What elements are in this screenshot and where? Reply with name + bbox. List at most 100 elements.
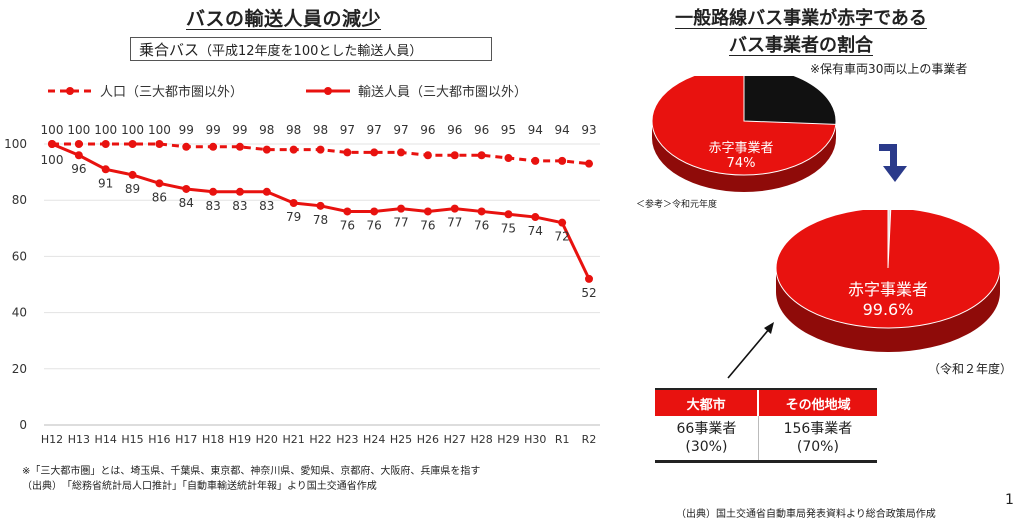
point-passengers xyxy=(262,187,271,196)
point-population xyxy=(343,148,352,157)
footnote-source: （出典） 「総務省統計局人口推計」「自動車輸送統計年報」より国土交通省作成 xyxy=(22,481,377,492)
x-tick-label: H30 xyxy=(524,433,546,446)
right-title-line2: バス事業者の割合 xyxy=(729,35,873,56)
data-label-passengers: 83 xyxy=(232,199,247,213)
y-tick-label: 80 xyxy=(12,193,27,207)
data-label-population: 97 xyxy=(367,123,382,137)
point-population xyxy=(128,140,137,148)
footnote-regions: ※「三大都市圏」とは、埼玉県、千葉県、東京都、神奈川県、愛知県、京都府、大阪府、… xyxy=(22,466,481,477)
data-label-population: 97 xyxy=(340,123,355,137)
pie-small-dark-slice xyxy=(743,76,837,125)
y-tick-label: 20 xyxy=(12,362,27,376)
point-population xyxy=(423,151,432,160)
point-population xyxy=(370,148,379,157)
point-passengers xyxy=(423,207,432,216)
point-population xyxy=(585,159,593,168)
data-label-passengers: 77 xyxy=(447,216,462,230)
data-label-passengers: 91 xyxy=(98,176,113,190)
data-label-population: 98 xyxy=(259,123,274,137)
data-label-population: 98 xyxy=(286,123,301,137)
point-passengers xyxy=(128,170,137,179)
data-label-population: 99 xyxy=(205,123,220,137)
data-label-passengers: 79 xyxy=(286,210,301,224)
point-passengers xyxy=(531,213,540,222)
data-label-passengers: 84 xyxy=(179,196,194,210)
data-label-population: 100 xyxy=(41,123,64,137)
y-tick-label: 0 xyxy=(19,418,27,432)
point-passengers xyxy=(74,151,83,160)
point-population xyxy=(182,142,191,151)
data-label-passengers: 76 xyxy=(474,218,489,232)
chart-axis-labels: 0 20 40 60 80 100 H12 H13 H14 H15 H16 H17 H18 H19 H20 H… xyxy=(4,137,596,446)
data-label-population: 96 xyxy=(420,123,435,137)
point-population xyxy=(74,140,83,148)
table-cell-other: 156事業者 (70%) xyxy=(757,416,877,462)
line-chart: 人口（三大都市圏以外） 輸送人員（三大都市圏以外） 0 20 40 60 80 100 H12… xyxy=(4,84,600,446)
x-tick-label: H27 xyxy=(444,433,466,446)
point-population xyxy=(531,156,540,165)
data-label-population: 96 xyxy=(474,123,489,137)
x-tick-label: H14 xyxy=(95,433,117,446)
x-tick-label: H18 xyxy=(202,433,224,446)
x-tick-label: H16 xyxy=(148,433,170,446)
point-population xyxy=(101,140,110,148)
x-tick-label: H15 xyxy=(121,433,143,446)
point-passengers xyxy=(48,140,56,148)
data-label-population: 94 xyxy=(555,123,570,137)
point-passengers xyxy=(209,187,218,196)
pointer-arrow-icon xyxy=(727,322,774,379)
data-label-population: 98 xyxy=(313,123,328,137)
chart-subtitle-box: 乗合バス（平成12年度を100とした輸送人員） xyxy=(130,37,492,61)
x-tick-label: H23 xyxy=(336,433,358,446)
data-label-passengers: 76 xyxy=(367,218,382,232)
x-tick-label: H24 xyxy=(363,433,385,446)
point-population xyxy=(155,140,164,148)
point-population xyxy=(289,145,298,154)
x-tick-label: R1 xyxy=(555,433,570,446)
legend-label: 人口（三大都市圏以外） xyxy=(100,84,243,100)
ref-note: ＜参考＞令和元年度 xyxy=(636,200,718,210)
page-number: 1 xyxy=(1005,492,1014,508)
pie-chart-large xyxy=(775,210,1001,352)
point-passengers xyxy=(450,204,459,213)
data-label-passengers: 52 xyxy=(581,286,596,300)
point-population xyxy=(477,151,486,160)
year-note: （令和２年度） xyxy=(928,362,1013,376)
x-tick-label: H26 xyxy=(417,433,439,446)
point-population xyxy=(558,156,567,165)
x-tick-label: H21 xyxy=(283,433,305,446)
data-label-passengers: 83 xyxy=(259,199,274,213)
x-tick-label: H17 xyxy=(175,433,197,446)
point-population xyxy=(209,142,218,151)
legend-marker xyxy=(66,87,74,95)
point-passengers xyxy=(101,165,110,174)
point-passengers xyxy=(370,207,379,216)
y-tick-label: 40 xyxy=(12,306,27,320)
data-label-population: 94 xyxy=(528,123,543,137)
legend-label: 輸送人員（三大都市圏以外） xyxy=(358,84,527,100)
data-label-population: 93 xyxy=(581,123,596,137)
data-label-passengers: 77 xyxy=(393,216,408,230)
data-label-passengers: 76 xyxy=(420,218,435,232)
turn-down-arrow-icon xyxy=(879,144,907,182)
point-passengers xyxy=(504,210,513,219)
right-title-line1: 一般路線バス事業が赤字である xyxy=(675,8,927,29)
table-header-metro: 大都市 xyxy=(655,388,759,416)
data-label-passengers: 83 xyxy=(205,199,220,213)
data-label-passengers: 76 xyxy=(340,218,355,232)
point-passengers xyxy=(235,187,244,196)
data-label-population: 100 xyxy=(121,123,144,137)
data-label-population: 100 xyxy=(67,123,90,137)
point-passengers xyxy=(343,207,352,216)
region-table: 大都市 その他地域 66事業者 (30%) 156事業者 (70%) xyxy=(655,388,877,463)
subtitle-main: 乗合バス xyxy=(139,41,200,59)
x-tick-label: H22 xyxy=(309,433,331,446)
data-label-passengers: 78 xyxy=(313,213,328,227)
pie-large-red-slice xyxy=(775,210,1001,329)
y-tick-label: 100 xyxy=(4,137,27,151)
data-label-passengers: 100 xyxy=(41,153,64,167)
data-label-population: 99 xyxy=(179,123,194,137)
chart-legend: 人口（三大都市圏以外） 輸送人員（三大都市圏以外） xyxy=(48,84,527,100)
x-tick-label: R2 xyxy=(582,433,597,446)
data-label-population: 100 xyxy=(148,123,171,137)
